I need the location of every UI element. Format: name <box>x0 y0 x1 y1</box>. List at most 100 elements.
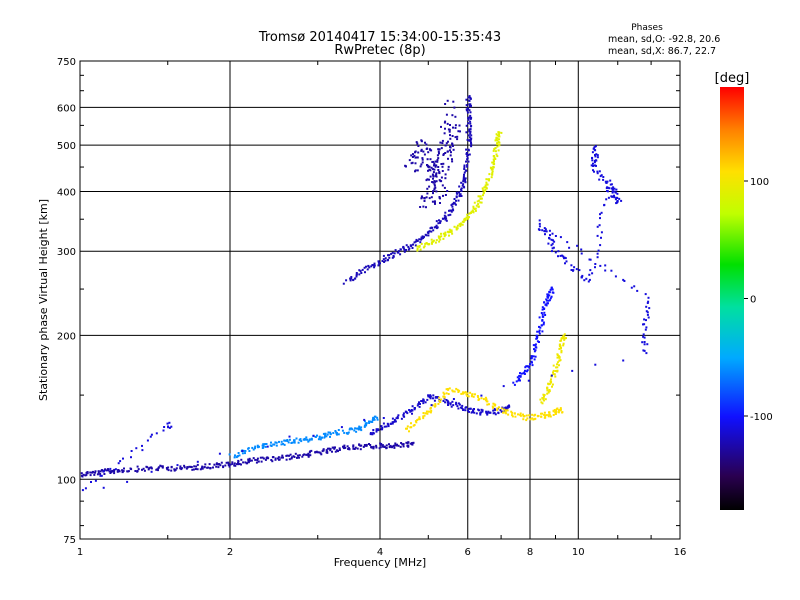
data-point <box>265 456 268 459</box>
data-point <box>636 289 639 292</box>
data-point <box>442 194 444 197</box>
data-point <box>538 332 541 335</box>
data-point <box>196 460 199 463</box>
data-point <box>519 372 521 375</box>
data-point <box>372 447 375 450</box>
data-point <box>92 470 94 473</box>
data-point <box>265 443 268 445</box>
data-point <box>310 438 313 441</box>
data-point <box>173 468 176 471</box>
data-point <box>514 415 517 418</box>
data-point <box>336 433 338 436</box>
data-point <box>346 445 349 448</box>
data-point <box>353 429 356 432</box>
data-point <box>381 427 384 429</box>
data-point <box>437 157 440 160</box>
data-point <box>609 183 612 186</box>
data-point <box>478 195 481 198</box>
data-point <box>544 314 547 316</box>
data-point <box>384 257 387 260</box>
data-point <box>550 378 552 381</box>
data-point <box>453 225 456 228</box>
data-point <box>556 353 559 356</box>
data-point <box>373 266 376 269</box>
data-point <box>94 479 97 482</box>
data-point <box>474 393 476 396</box>
data-point <box>648 307 651 310</box>
data-point <box>464 409 467 412</box>
data-point <box>419 248 422 251</box>
data-point <box>264 458 267 461</box>
data-point <box>303 453 306 456</box>
data-point <box>413 424 416 426</box>
data-point <box>134 470 137 472</box>
data-point <box>183 466 186 469</box>
data-point <box>469 120 472 123</box>
data-point <box>251 446 254 449</box>
data-point <box>442 154 445 156</box>
data-point <box>536 330 539 333</box>
data-point <box>591 272 594 275</box>
data-point <box>477 205 480 208</box>
data-point <box>541 306 544 309</box>
data-point <box>391 446 393 449</box>
data-point <box>492 158 495 161</box>
data-point <box>377 260 380 263</box>
data-point <box>299 438 302 441</box>
data-point <box>438 152 440 155</box>
data-point <box>451 143 454 145</box>
data-point <box>427 394 430 397</box>
data-point <box>533 414 536 417</box>
data-point <box>332 446 335 449</box>
data-point <box>453 106 456 109</box>
data-point <box>470 116 473 119</box>
data-point <box>547 391 550 394</box>
data-point <box>602 176 605 178</box>
data-point <box>174 468 177 471</box>
data-point <box>620 199 623 202</box>
data-point <box>308 438 311 441</box>
data-point <box>526 417 529 420</box>
data-point <box>531 364 534 367</box>
data-point <box>406 425 409 428</box>
data-point <box>405 244 408 247</box>
data-point <box>427 166 430 169</box>
data-point <box>358 443 361 446</box>
data-point <box>449 402 452 405</box>
data-point <box>421 158 424 161</box>
data-point <box>480 201 483 204</box>
data-point <box>359 448 362 451</box>
data-point <box>448 130 451 133</box>
data-point <box>390 252 393 255</box>
data-point <box>541 308 544 311</box>
data-point <box>437 150 440 153</box>
data-point <box>547 414 550 417</box>
data-point <box>544 233 546 236</box>
data-point <box>418 401 420 404</box>
data-point <box>354 277 357 280</box>
data-point <box>596 172 599 175</box>
data-point <box>99 474 102 477</box>
data-point <box>224 464 227 467</box>
data-point <box>426 412 429 415</box>
data-point <box>469 111 472 114</box>
data-point <box>560 351 563 354</box>
data-point <box>245 462 248 465</box>
data-point <box>434 202 436 205</box>
data-point <box>391 417 394 420</box>
data-point <box>447 214 450 217</box>
data-point <box>534 343 537 346</box>
data-point <box>256 444 259 447</box>
tick-labels: 1 2 4 6 8 10 16 75 100 200 300 400 500 600 750 <box>57 57 686 558</box>
data-points <box>80 95 651 492</box>
data-point <box>375 430 378 433</box>
data-point <box>545 230 548 233</box>
data-point <box>440 125 442 128</box>
data-point <box>559 345 562 347</box>
data-point <box>425 234 428 237</box>
data-point <box>484 188 487 191</box>
x-tick-label: 16 <box>674 547 687 558</box>
x-tick-label: 8 <box>527 547 533 558</box>
data-point <box>241 450 244 452</box>
